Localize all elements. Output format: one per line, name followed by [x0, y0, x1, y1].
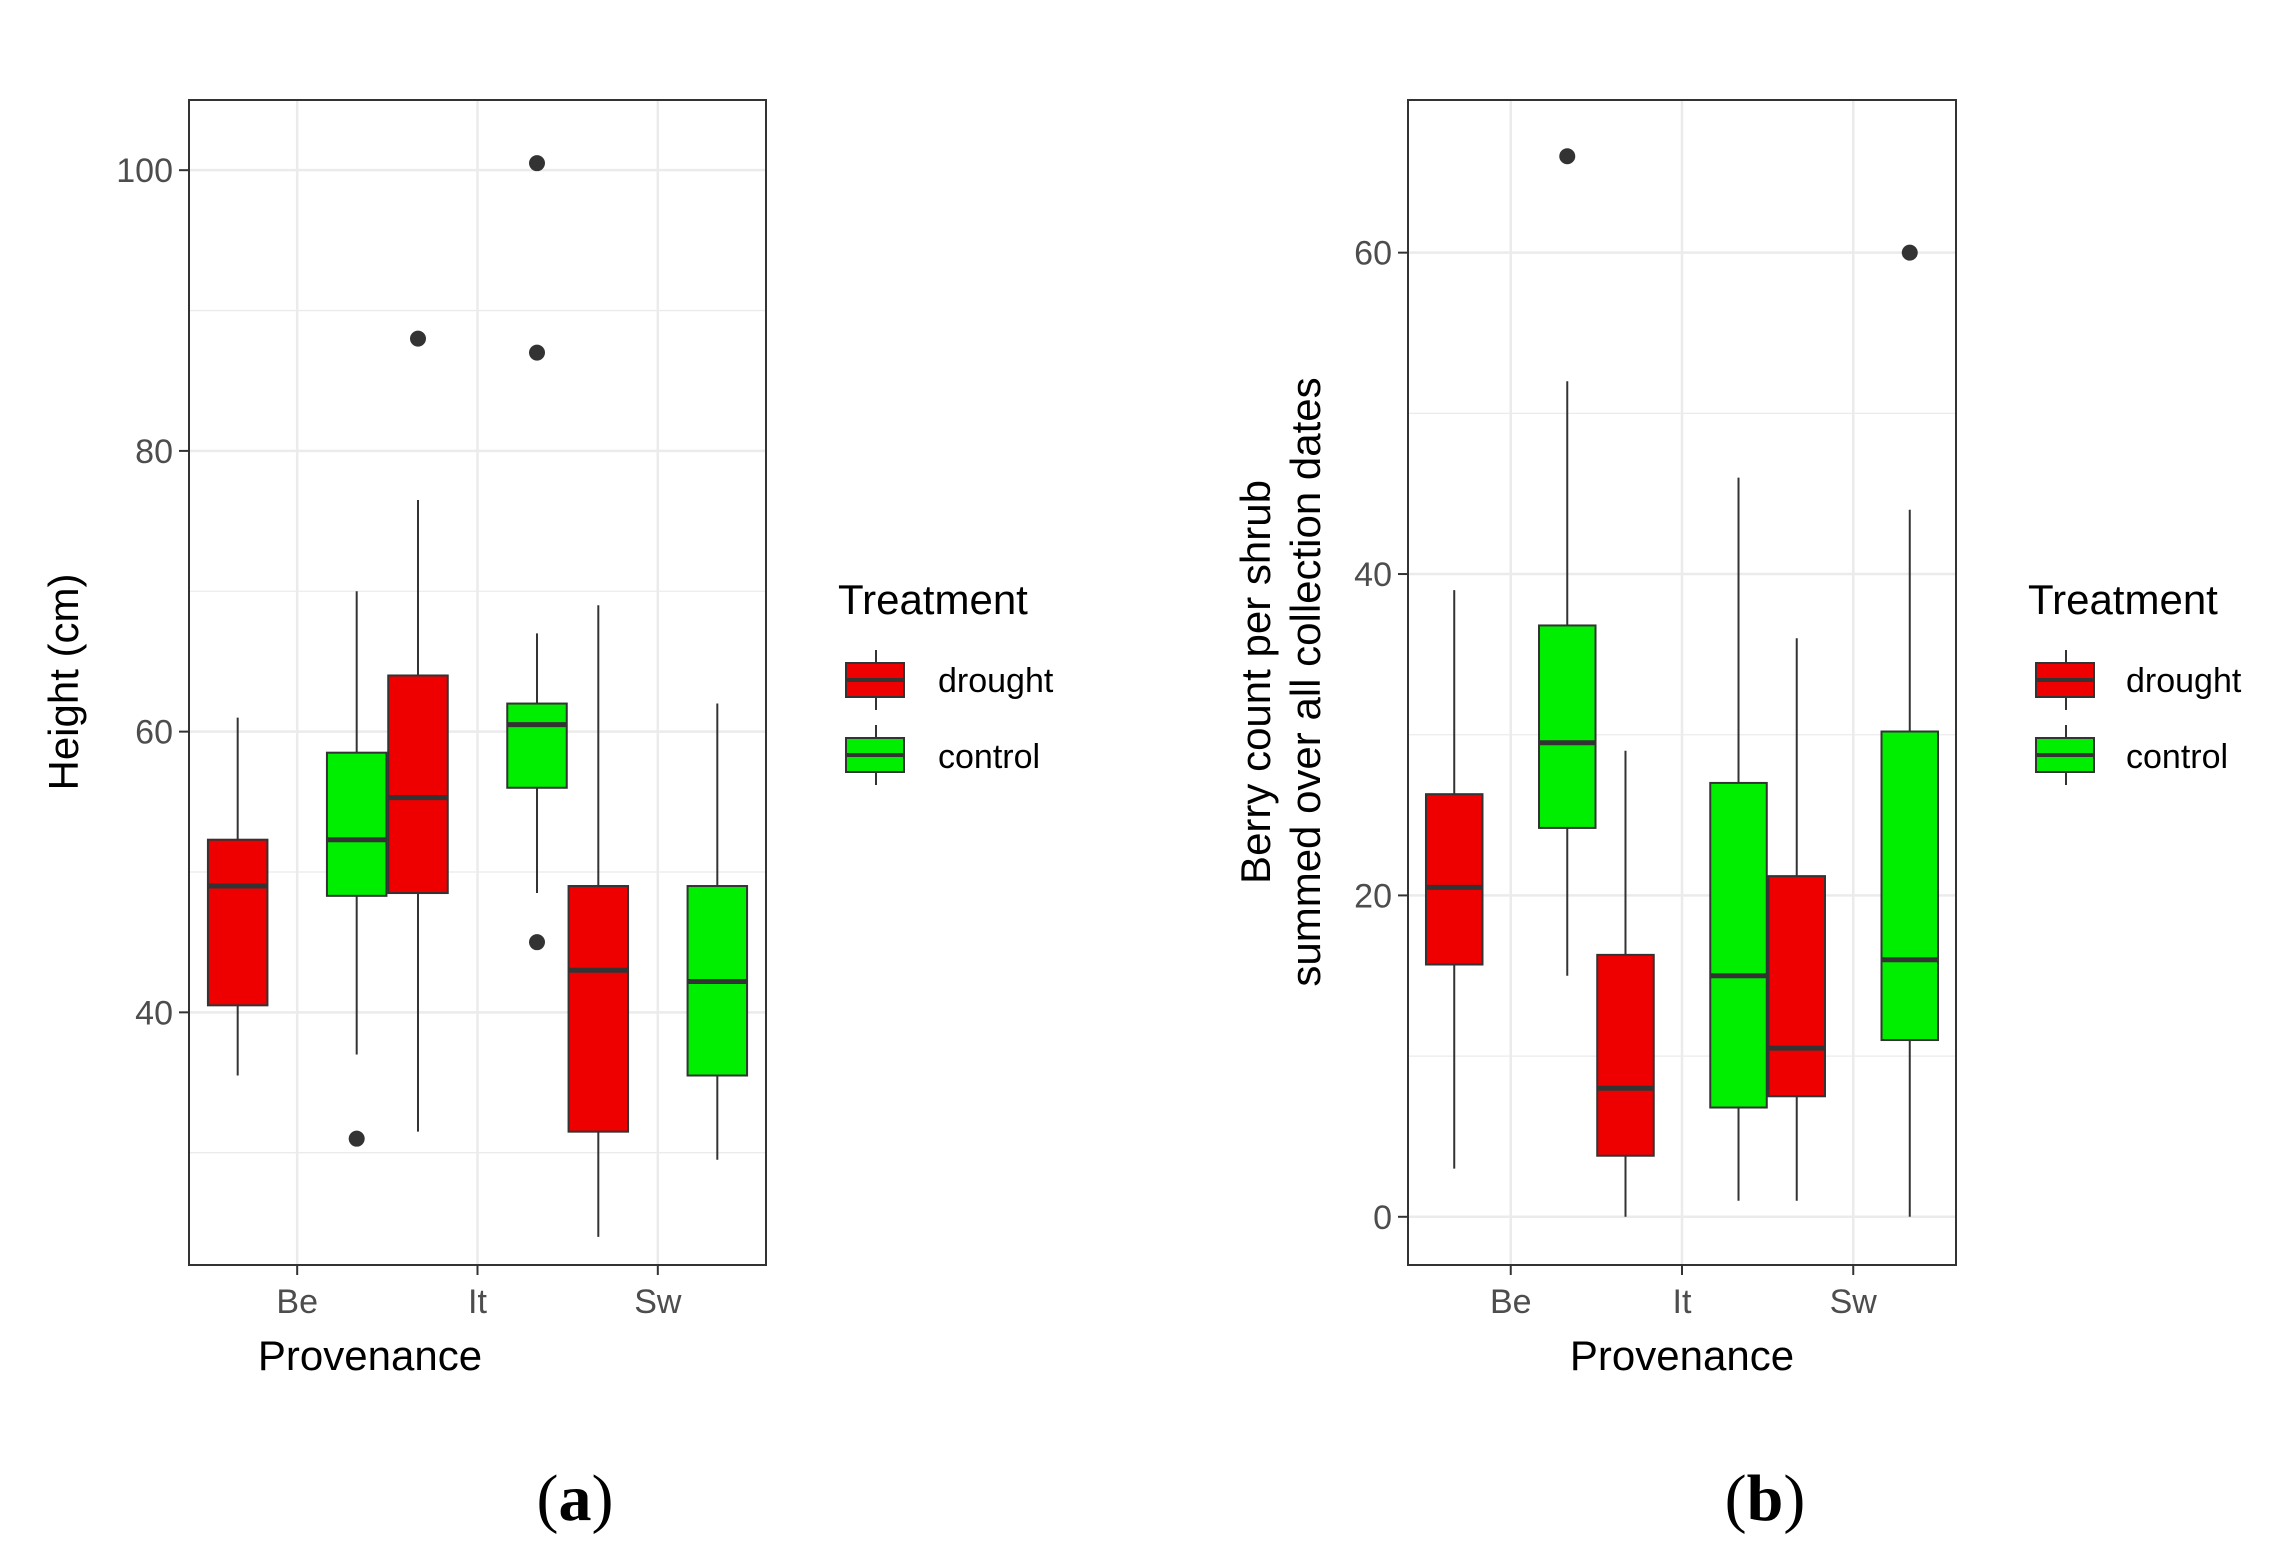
b-y-tick-label: 60 [1354, 235, 1392, 273]
b-x-tick-label: Be [1490, 1283, 1532, 1321]
a-y-tick-label: 60 [135, 714, 173, 752]
box-iqr [1709, 781, 1768, 1109]
outlier-point [529, 344, 546, 361]
panel-a-legend: Treatment drought control [838, 576, 1054, 785]
a-x-tick-label: Sw [634, 1283, 682, 1321]
outlier-point [409, 330, 426, 347]
panel-b-y-axis: 0 20 40 60 [1354, 235, 1408, 1237]
panel-b-legend-key-control [2035, 725, 2095, 785]
a-x-tick-label: It [468, 1283, 487, 1321]
b-box-drought-It [1596, 750, 1655, 1217]
panel-a-x-axis: Be It Sw [276, 1265, 682, 1321]
box-iqr [1424, 793, 1484, 966]
outlier-point [1901, 244, 1918, 261]
panel-a-x-axis-title: Provenance [258, 1332, 482, 1379]
outlier-point [529, 155, 546, 172]
panel-b-x-axis-title: Provenance [1570, 1332, 1794, 1379]
panel-b-y-axis-title-line-2: summed over all collection dates [1282, 377, 1329, 986]
a-box-control-Be [325, 591, 388, 1147]
a-x-tick-label: Be [276, 1283, 318, 1321]
b-y-tick-label: 40 [1354, 556, 1392, 594]
outlier-point [1559, 148, 1576, 165]
a-box-drought-Be [206, 717, 269, 1076]
panel-a-legend-title: Treatment [838, 576, 1028, 623]
b-box-control-Be [1538, 148, 1597, 976]
panel-b-berry-boxplot: 0 20 40 60 Be It Sw Provenance Berry count pe… [1232, 99, 2242, 1535]
b-x-tick-label: Sw [1830, 1283, 1878, 1321]
box-iqr [1880, 730, 1940, 1042]
box-iqr [206, 838, 269, 1007]
a-box-control-It [506, 155, 568, 951]
b-y-tick-label: 0 [1373, 1199, 1392, 1237]
panel-a-legend-key-control [845, 725, 905, 785]
panel-a-y-axis: 40 60 80 100 [116, 152, 189, 1032]
box-iqr [567, 885, 630, 1133]
box-iqr [325, 751, 388, 897]
panel-a-legend-label-control: control [938, 738, 1040, 776]
panel-a-label: (a) [537, 1462, 614, 1535]
outlier-point [529, 934, 546, 951]
a-box-drought-Sw [567, 605, 630, 1237]
a-y-tick-label: 80 [135, 433, 173, 471]
b-x-tick-label: It [1673, 1283, 1692, 1321]
panel-a-marks [206, 155, 749, 1237]
panel-b-x-axis: Be It Sw [1490, 1265, 1877, 1321]
a-box-control-Sw [686, 703, 749, 1160]
panel-a-gridlines [189, 100, 766, 1265]
b-box-control-It [1709, 477, 1768, 1201]
b-box-drought-Sw [1767, 638, 1826, 1201]
box-iqr [506, 702, 568, 789]
panel-a-y-axis-title: Height (cm) [40, 573, 87, 790]
panel-b-y-axis-title-line-1: Berry count per shrub [1232, 480, 1279, 884]
outlier-point [348, 1130, 365, 1147]
panel-b-marks [1424, 148, 1940, 1217]
box-iqr [1538, 624, 1597, 829]
panel-a-legend-label-drought: drought [938, 662, 1054, 700]
box-iqr [1767, 875, 1826, 1098]
panel-b-legend-title: Treatment [2028, 576, 2218, 623]
b-box-control-Sw [1880, 244, 1940, 1217]
a-y-tick-label: 100 [116, 152, 173, 190]
panel-a-legend-key-drought [845, 650, 905, 710]
b-box-drought-Be [1424, 590, 1484, 1169]
panel-b-legend-key-drought [2035, 650, 2095, 710]
box-iqr [387, 674, 449, 895]
panel-b-gridlines [1408, 100, 1956, 1265]
panel-b-label: (b) [1725, 1462, 1806, 1535]
a-box-drought-It [387, 330, 449, 1132]
b-y-tick-label: 20 [1354, 877, 1392, 915]
box-iqr [1596, 953, 1655, 1157]
panel-b-legend: Treatment drought control [2028, 576, 2242, 785]
panel-b-legend-label-control: control [2126, 738, 2228, 776]
a-y-tick-label: 40 [135, 994, 173, 1032]
panel-b-legend-label-drought: drought [2126, 662, 2242, 700]
